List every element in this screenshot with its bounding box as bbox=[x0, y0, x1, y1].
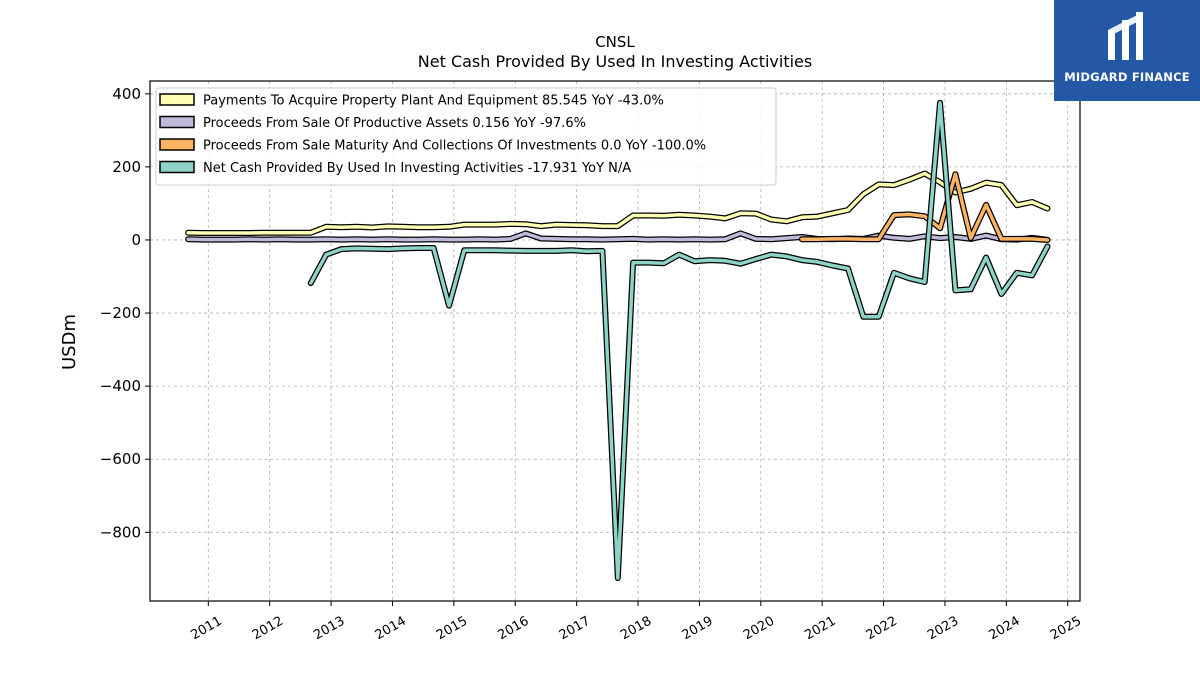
x-tick-label: 2013 bbox=[311, 614, 347, 644]
y-tick-label: −800 bbox=[100, 523, 141, 541]
x-tick-label: 2016 bbox=[495, 614, 531, 644]
x-tick-label: 2012 bbox=[250, 614, 286, 644]
y-tick-label: 0 bbox=[131, 231, 141, 249]
x-tick-label: 2015 bbox=[434, 614, 470, 644]
y-ticks: 400 200 0 −200 −400 −600 −800 bbox=[100, 85, 150, 541]
series-line bbox=[186, 171, 1050, 235]
x-tick-label: 2011 bbox=[188, 614, 224, 644]
chart-title: CNSL bbox=[595, 33, 635, 51]
logo: MIDGARD FINANCE bbox=[1054, 0, 1200, 101]
chart-subtitle: Net Cash Provided By Used In Investing A… bbox=[418, 52, 812, 71]
legend-label: Proceeds From Sale Maturity And Collecti… bbox=[203, 139, 706, 154]
legend-swatch bbox=[159, 93, 195, 106]
x-ticks: 2011 2012 2013 2014 2015 2016 2017 2018 2019 2020… bbox=[188, 601, 1084, 643]
x-tick-label: 2018 bbox=[618, 614, 654, 644]
legend-label: Payments To Acquire Property Plant And E… bbox=[203, 94, 664, 109]
logo-text: MIDGARD FINANCE bbox=[1064, 70, 1190, 84]
y-tick-label: −400 bbox=[100, 377, 141, 395]
legend-swatch bbox=[159, 115, 195, 129]
plot-frame bbox=[149, 80, 1081, 602]
legend: Payments To Acquire Property Plant And E… bbox=[155, 87, 777, 186]
series-line bbox=[800, 172, 1050, 242]
y-tick-label: −600 bbox=[100, 450, 141, 468]
y-axis-label: USDm bbox=[59, 314, 80, 370]
logo-mark-icon bbox=[1108, 12, 1143, 60]
legend-swatch bbox=[159, 160, 195, 174]
x-tick-label: 2024 bbox=[987, 614, 1023, 644]
series-outline bbox=[798, 171, 1051, 243]
x-tick-label: 2017 bbox=[557, 614, 593, 644]
x-tick-label: 2021 bbox=[802, 614, 838, 644]
x-tick-label: 2020 bbox=[741, 614, 777, 644]
legend-label: Proceeds From Sale Of Productive Assets … bbox=[203, 116, 586, 131]
y-tick-label: −200 bbox=[100, 304, 141, 322]
legend-label: Net Cash Provided By Used In Investing A… bbox=[203, 161, 631, 176]
series-line bbox=[186, 231, 1050, 242]
y-tick-label: 400 bbox=[112, 85, 141, 103]
x-tick-label: 2025 bbox=[1048, 614, 1084, 644]
x-tick-label: 2022 bbox=[864, 614, 900, 644]
plot-lines bbox=[185, 99, 1051, 581]
y-tick-label: 200 bbox=[112, 158, 141, 176]
series-line bbox=[309, 101, 1050, 580]
legend-swatch bbox=[159, 138, 195, 151]
x-tick-label: 2019 bbox=[680, 614, 716, 644]
x-tick-label: 2023 bbox=[925, 614, 961, 644]
legend-box bbox=[155, 87, 777, 186]
x-tick-label: 2014 bbox=[373, 614, 409, 644]
